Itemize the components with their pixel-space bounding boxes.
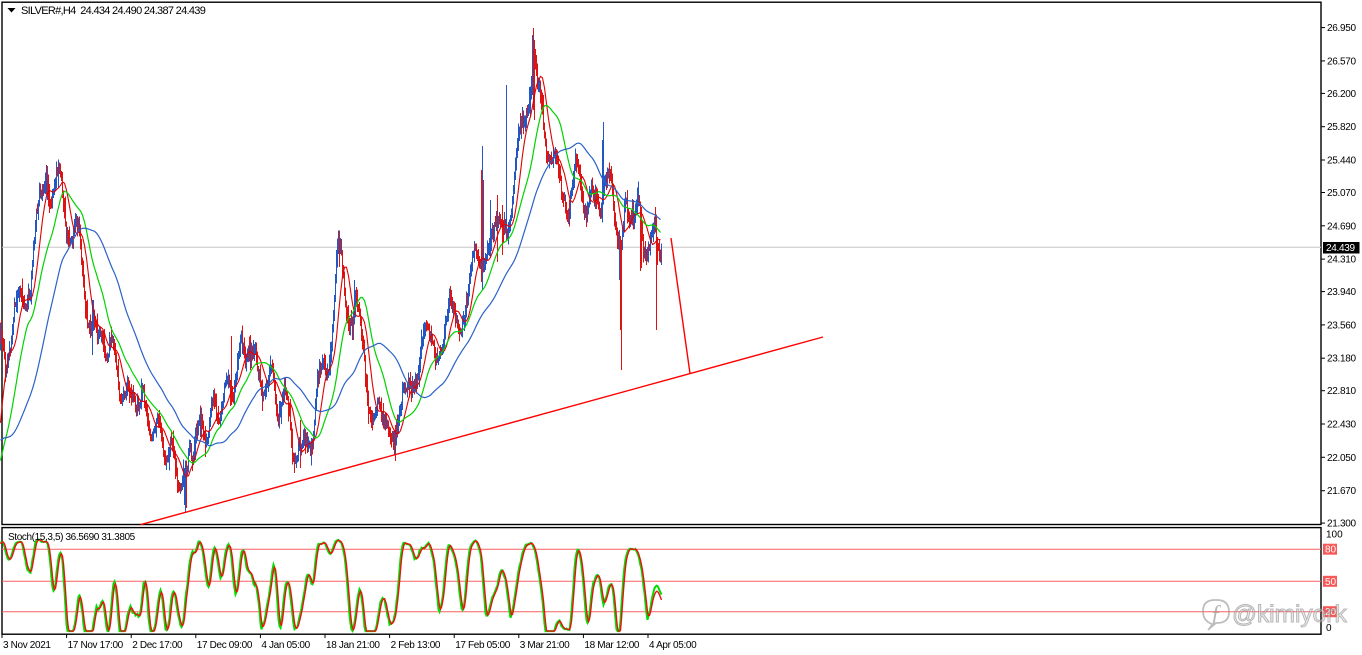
svg-text:3 Mar 21:00: 3 Mar 21:00 bbox=[520, 640, 570, 651]
svg-text:2 Dec 17:00: 2 Dec 17:00 bbox=[132, 640, 183, 651]
svg-text:18 Jan 21:00: 18 Jan 21:00 bbox=[326, 640, 380, 651]
svg-text:0: 0 bbox=[1326, 623, 1332, 634]
svg-text:24.690: 24.690 bbox=[1327, 221, 1357, 232]
svg-text:21.670: 21.670 bbox=[1327, 486, 1357, 497]
svg-text:100: 100 bbox=[1326, 530, 1343, 541]
svg-text:26.950: 26.950 bbox=[1327, 23, 1357, 34]
svg-text:26.200: 26.200 bbox=[1327, 89, 1357, 100]
svg-text:22.810: 22.810 bbox=[1327, 386, 1357, 397]
svg-text:18 Mar 12:00: 18 Mar 12:00 bbox=[584, 640, 640, 651]
svg-text:25.820: 25.820 bbox=[1327, 122, 1357, 133]
svg-text:4 Jan 05:00: 4 Jan 05:00 bbox=[261, 640, 310, 651]
svg-text:25.440: 25.440 bbox=[1327, 156, 1357, 167]
svg-text:80: 80 bbox=[1325, 545, 1337, 556]
svg-text:24.439: 24.439 bbox=[1326, 243, 1356, 254]
svg-text:2 Feb 13:00: 2 Feb 13:00 bbox=[391, 640, 441, 651]
svg-text:23.560: 23.560 bbox=[1327, 320, 1357, 331]
svg-text:26.570: 26.570 bbox=[1327, 56, 1357, 67]
svg-text:23.940: 23.940 bbox=[1327, 287, 1357, 298]
svg-text:24.310: 24.310 bbox=[1327, 255, 1357, 266]
svg-text:SILVER#,H4 24.434 24.490 24.3: SILVER#,H4 24.434 24.490 24.387 24.439 bbox=[21, 5, 206, 17]
svg-text:20: 20 bbox=[1325, 607, 1337, 618]
svg-text:4 Apr 05:00: 4 Apr 05:00 bbox=[649, 640, 697, 651]
svg-text:22.430: 22.430 bbox=[1327, 420, 1357, 431]
svg-text:23.180: 23.180 bbox=[1327, 354, 1357, 365]
svg-text:17 Feb 05:00: 17 Feb 05:00 bbox=[455, 640, 511, 651]
svg-text:17 Dec 09:00: 17 Dec 09:00 bbox=[197, 640, 253, 651]
svg-text:25.070: 25.070 bbox=[1327, 188, 1357, 199]
svg-text:@kimiyork: @kimiyork bbox=[1232, 601, 1347, 628]
svg-text:21.300: 21.300 bbox=[1327, 519, 1357, 530]
svg-text:Stoch(15,3,5) 36.5690 31.3805: Stoch(15,3,5) 36.5690 31.3805 bbox=[8, 532, 136, 543]
svg-text:3 Nov 2021: 3 Nov 2021 bbox=[3, 640, 51, 651]
svg-text:17 Nov 17:00: 17 Nov 17:00 bbox=[68, 640, 124, 651]
svg-text:22.050: 22.050 bbox=[1327, 453, 1357, 464]
svg-text:ƒ: ƒ bbox=[1210, 601, 1222, 627]
svg-text:50: 50 bbox=[1325, 577, 1337, 588]
